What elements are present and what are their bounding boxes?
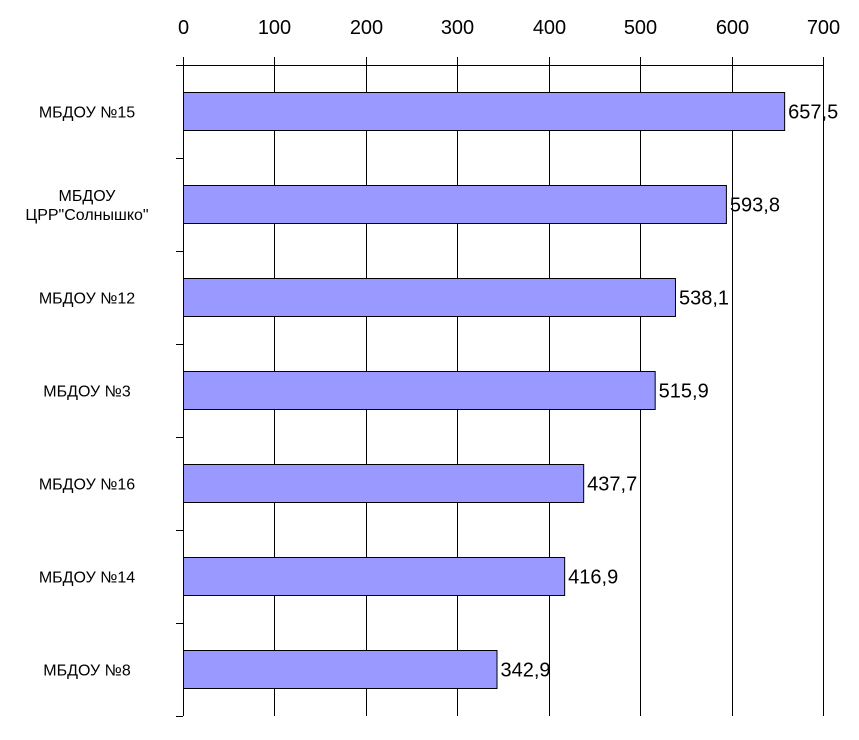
bar	[183, 371, 656, 410]
x-tick-label: 600	[716, 17, 749, 39]
bars	[183, 92, 786, 689]
data-label: 342,9	[501, 660, 551, 682]
labels: 0 100 200 300 400 500 600 700 657,5 МБДОУ №15 593,…	[25, 17, 840, 682]
bar	[183, 278, 676, 317]
bar	[183, 650, 498, 689]
x-tick-label: 100	[258, 17, 291, 39]
x-tick-label: 500	[624, 17, 657, 39]
data-label: 437,7	[587, 474, 637, 496]
bar	[183, 185, 727, 224]
data-label: 416,9	[568, 567, 618, 589]
x-tick-label: 700	[807, 17, 840, 39]
category-label: МБДОУ №8	[43, 663, 131, 680]
data-label: 593,8	[730, 195, 780, 217]
category-label: МБДОУ №14	[39, 570, 135, 587]
category-label: МБДОУ №3	[43, 384, 131, 401]
category-label: МБДОУ №15	[39, 105, 135, 122]
category-label: МБДОУ ЦРР"Солнышко"	[25, 188, 148, 224]
data-label: 657,5	[788, 102, 838, 124]
bar	[183, 464, 585, 503]
category-label: МБДОУ №16	[39, 477, 135, 494]
data-label: 515,9	[659, 381, 709, 403]
x-tick-label: 200	[350, 17, 383, 39]
bar	[183, 557, 566, 596]
data-label: 538,1	[679, 288, 729, 310]
x-tick-label: 300	[441, 17, 474, 39]
x-tick-label: 400	[533, 17, 566, 39]
category-label: МБДОУ №12	[39, 291, 135, 308]
bar	[183, 92, 786, 131]
x-tick-label: 0	[178, 17, 189, 39]
